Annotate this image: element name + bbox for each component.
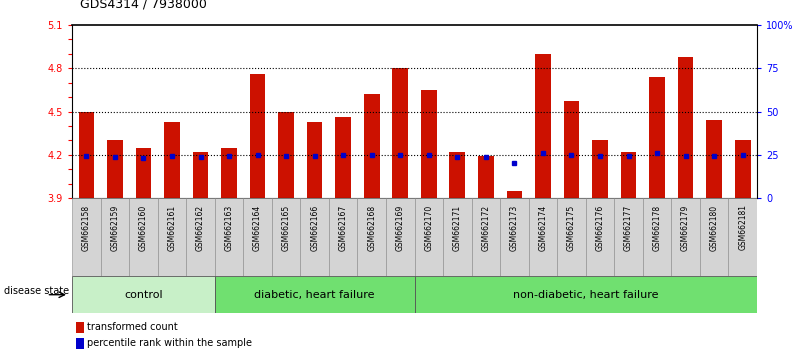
Bar [158,198,186,276]
Text: control: control [124,290,163,300]
Bar [642,198,671,276]
Bar [272,198,300,276]
Bar [215,276,415,313]
Bar [472,198,500,276]
Bar [186,198,215,276]
Text: GSM662159: GSM662159 [111,205,119,251]
Bar [421,90,437,198]
Text: GSM662160: GSM662160 [139,205,148,251]
Text: GSM662162: GSM662162 [196,205,205,251]
Bar [129,198,158,276]
Bar [386,198,415,276]
Text: GSM662164: GSM662164 [253,205,262,251]
Bar [529,198,557,276]
Bar [700,198,728,276]
Bar [193,152,208,198]
Bar [101,198,129,276]
Bar [706,120,722,198]
Bar [75,338,84,349]
Bar [392,68,408,198]
Text: GSM662167: GSM662167 [339,205,348,251]
Bar [215,198,244,276]
Text: GSM662172: GSM662172 [481,205,490,251]
Text: GDS4314 / 7938000: GDS4314 / 7938000 [80,0,207,11]
Text: GSM662171: GSM662171 [453,205,462,251]
Bar [535,54,551,198]
Bar [336,117,351,198]
Text: GSM662163: GSM662163 [224,205,234,251]
Text: GSM662175: GSM662175 [567,205,576,251]
Bar [78,112,95,198]
Bar [586,198,614,276]
Bar [650,77,665,198]
Bar [678,57,694,198]
Bar [72,276,215,313]
Bar [621,152,636,198]
Bar [557,198,586,276]
Bar [478,156,493,198]
Bar [449,152,465,198]
Text: GSM662166: GSM662166 [310,205,319,251]
Bar [671,198,700,276]
Text: GSM662179: GSM662179 [681,205,690,251]
Text: GSM662177: GSM662177 [624,205,633,251]
Bar [300,198,329,276]
Text: GSM662158: GSM662158 [82,205,91,251]
Text: non-diabetic, heart failure: non-diabetic, heart failure [513,290,658,300]
Bar [614,198,642,276]
Text: GSM662174: GSM662174 [538,205,547,251]
Text: GSM662180: GSM662180 [710,205,718,251]
Text: GSM662181: GSM662181 [739,205,747,251]
Bar [500,198,529,276]
Bar [72,198,101,276]
Bar [135,148,151,198]
Bar [443,198,472,276]
Text: GSM662165: GSM662165 [282,205,291,251]
Text: percentile rank within the sample: percentile rank within the sample [87,338,252,348]
Text: transformed count: transformed count [87,322,179,332]
Bar [329,198,357,276]
Bar [564,101,579,198]
Bar [250,74,265,198]
Bar [107,141,123,198]
Bar [506,191,522,198]
Bar [357,198,386,276]
Text: disease state: disease state [4,286,69,296]
Text: GSM662178: GSM662178 [653,205,662,251]
Bar [75,322,84,333]
Bar [415,276,757,313]
Bar [728,198,757,276]
Bar [364,94,380,198]
Bar [221,148,237,198]
Text: GSM662161: GSM662161 [167,205,176,251]
Text: GSM662170: GSM662170 [425,205,433,251]
Text: GSM662169: GSM662169 [396,205,405,251]
Text: GSM662173: GSM662173 [510,205,519,251]
Text: GSM662176: GSM662176 [595,205,605,251]
Text: diabetic, heart failure: diabetic, heart failure [255,290,375,300]
Text: GSM662168: GSM662168 [367,205,376,251]
Bar [415,198,443,276]
Bar [735,141,751,198]
Bar [278,112,294,198]
Bar [307,122,323,198]
Bar [244,198,272,276]
Bar [164,122,179,198]
Bar [592,141,608,198]
